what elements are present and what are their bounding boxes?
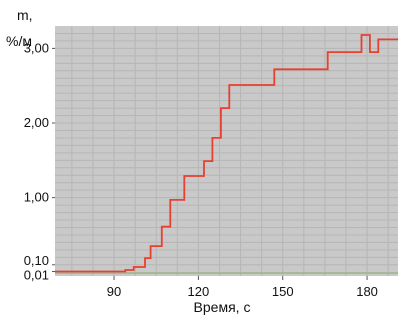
x-tick-label: 90 [107, 284, 121, 299]
series-layer [55, 34, 398, 273]
grid [55, 26, 398, 276]
y-tick-label: 3,00 [24, 40, 49, 55]
y-tick-label: 1,00 [24, 190, 49, 205]
series-line [55, 34, 398, 273]
y-axis-unit: %/м [6, 33, 32, 49]
plot-area [55, 26, 398, 276]
x-tick-label: 120 [188, 284, 210, 299]
y-tick-label: 0,10 [24, 253, 49, 268]
tick-labels: 0,010,10 1,00 2,00 3,00 90 120 150 180 [24, 40, 378, 299]
y-axis-title: m, [17, 7, 33, 23]
x-tick-label: 150 [272, 284, 294, 299]
y-tick-label: 0,01 [24, 268, 49, 283]
x-axis-title: Время, с [194, 299, 251, 315]
x-tick-label: 180 [356, 284, 378, 299]
y-tick-label: 2,00 [24, 115, 49, 130]
